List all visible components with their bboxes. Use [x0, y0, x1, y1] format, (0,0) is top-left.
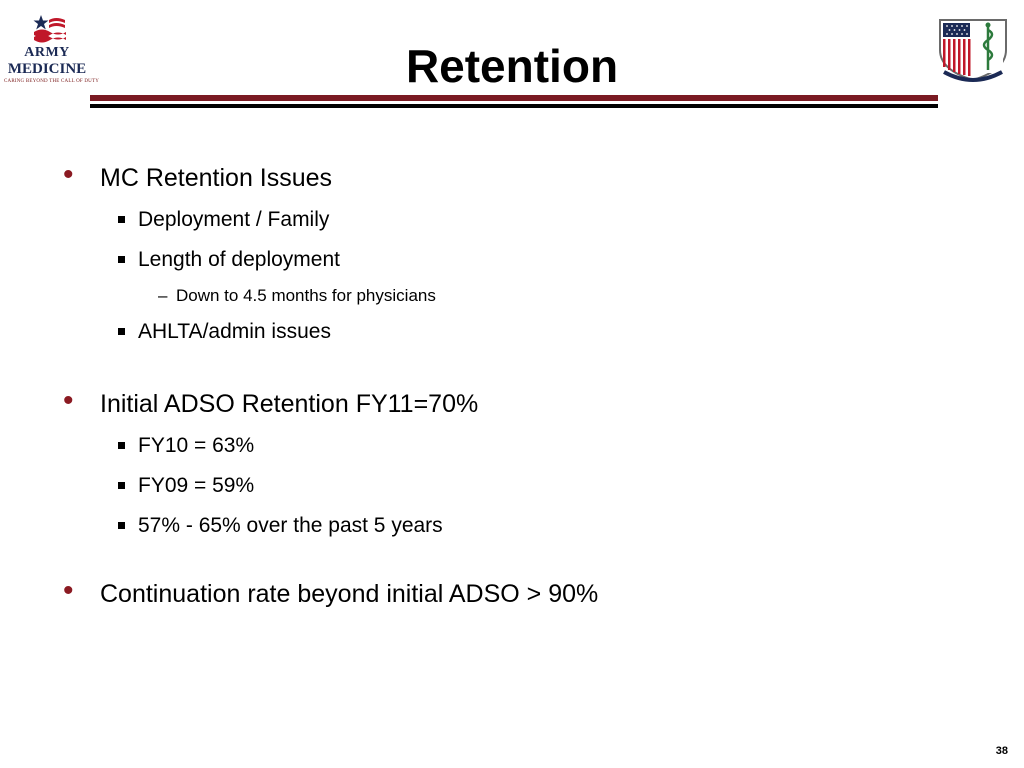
sub-bullet: AHLTA/admin issues [58, 312, 958, 352]
bullet-initial-adso-retention: • Initial ADSO Retention FY11=70% [58, 384, 958, 422]
sub-bullet: Length of deployment [58, 240, 958, 280]
logo-text-medicine: MEDICINE [7, 61, 87, 77]
title-divider-red [90, 95, 938, 101]
title-divider-black [90, 104, 938, 108]
square-bullet-icon [118, 442, 125, 449]
slide-title: Retention [405, 40, 619, 92]
sub-bullet: FY09 = 59% [58, 466, 958, 506]
logo-text-army: ARMY [24, 45, 70, 60]
sub-bullet: FY10 = 63% [58, 426, 958, 466]
sub-bullet-text: AHLTA/admin issues [138, 320, 331, 343]
sub-bullet-text: FY10 = 63% [138, 434, 255, 457]
round-bullet-icon: • [63, 384, 74, 417]
round-bullet-icon: • [63, 158, 74, 191]
army-medicine-logo: ARMY MEDICINE CARING BEYOND THE CALL OF … [4, 12, 100, 90]
logo-tagline: CARING BEYOND THE CALL OF DUTY [4, 79, 100, 84]
sub-sub-bullet: – Down to 4.5 months for physicians [58, 280, 958, 312]
sub-bullet-text: Deployment / Family [138, 208, 330, 231]
square-bullet-icon [118, 256, 125, 263]
flag-star-icon [33, 15, 66, 43]
sub-bullet-text: 57% - 65% over the past 5 years [138, 514, 443, 537]
bullet-continuation-rate: • Continuation rate beyond initial ADSO … [58, 574, 958, 612]
page-number: 38 [995, 745, 1008, 757]
bullet-content: • MC Retention Issues Deployment / Famil… [58, 158, 958, 612]
bullet-text: MC Retention Issues [100, 164, 333, 192]
sub-bullet-text: FY09 = 59% [138, 474, 255, 497]
bullet-mc-retention-issues: • MC Retention Issues [58, 158, 958, 196]
sub-bullet: Deployment / Family [58, 200, 958, 240]
round-bullet-icon: • [63, 574, 74, 607]
square-bullet-icon [118, 328, 125, 335]
square-bullet-icon [118, 522, 125, 529]
bullet-text: Continuation rate beyond initial ADSO > … [100, 580, 599, 608]
sub-bullet: 57% - 65% over the past 5 years [58, 506, 958, 546]
sub-bullet-text: Length of deployment [138, 248, 340, 271]
bullet-text: Initial ADSO Retention FY11=70% [100, 390, 479, 418]
dash-bullet-icon: – [158, 286, 168, 305]
medical-corps-crest-icon [939, 19, 1007, 82]
square-bullet-icon [118, 216, 125, 223]
square-bullet-icon [118, 482, 125, 489]
sub-sub-bullet-text: Down to 4.5 months for physicians [176, 286, 436, 305]
